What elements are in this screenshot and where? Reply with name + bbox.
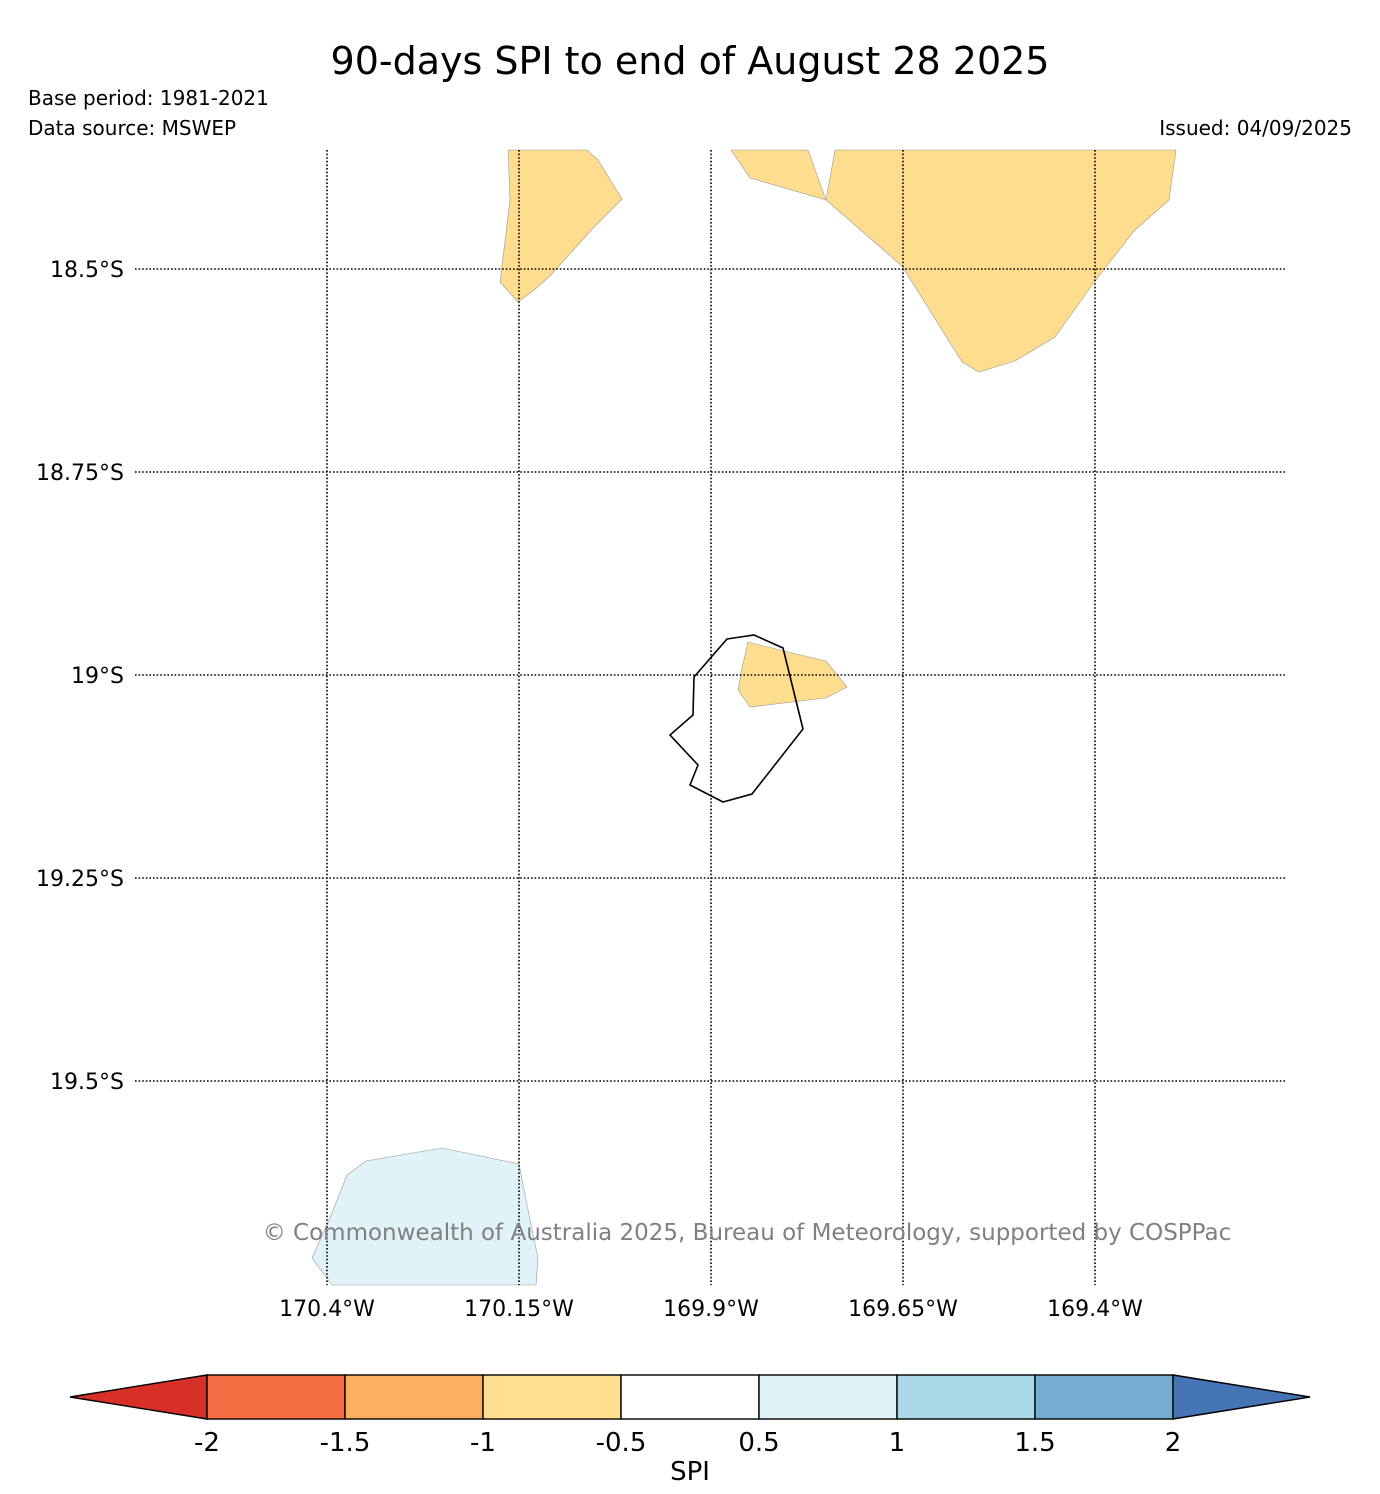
lon-label-169-65: 169.65°W: [848, 1297, 958, 1322]
island-coastline: [668, 634, 804, 803]
colorbar-bin-3: [482, 1374, 622, 1420]
lon-label-169-9: 169.9°W: [663, 1297, 759, 1322]
colorbar-tick-label: -1.5: [320, 1428, 371, 1458]
lat-label-19-25: 19.25°S: [36, 867, 124, 892]
spi-region-south-west: [311, 1147, 539, 1286]
colorbar-tick-label: -1: [470, 1428, 496, 1458]
latitude-gridlines: [135, 268, 1286, 1082]
lon-label-170-4: 170.4°W: [279, 1297, 375, 1322]
lon-label-170-15: 170.15°W: [464, 1297, 574, 1322]
spi-region-north-west: [499, 149, 623, 303]
colorbar-extend-low: [69, 1374, 208, 1420]
colorbar-tick-label: -0.5: [596, 1428, 647, 1458]
colorbar-tick-label: 0.5: [738, 1428, 779, 1458]
lat-label-18-75: 18.75°S: [36, 461, 124, 486]
colorbar-tick-label: -2: [194, 1428, 220, 1458]
colorbar-bin-7: [1034, 1374, 1174, 1420]
base-period-label: Base period: 1981-2021: [28, 86, 269, 110]
copyright-notice: © Commonwealth of Australia 2025, Bureau…: [263, 1220, 1232, 1246]
spi-region-north-east: [730, 149, 1177, 373]
colorbar-bin-5: [758, 1374, 898, 1420]
lat-label-18-5: 18.5°S: [50, 258, 124, 283]
colorbar-bin-1: [206, 1374, 346, 1420]
colorbar-tick-label: 1: [889, 1428, 906, 1458]
data-source-label: Data source: MSWEP: [28, 116, 237, 140]
issued-date-label: Issued: 04/09/2025: [1159, 116, 1352, 140]
colorbar-extend-high: [1172, 1374, 1311, 1420]
colorbar-tick-label: 2: [1165, 1428, 1182, 1458]
colorbar-bin-2: [344, 1374, 484, 1420]
lat-label-19: 19°S: [71, 664, 124, 689]
lat-label-19-5: 19.5°S: [50, 1070, 124, 1095]
lon-label-169-4: 169.4°W: [1047, 1297, 1143, 1322]
colorbar-title: SPI: [670, 1457, 710, 1487]
colorbar-bin-6: [896, 1374, 1036, 1420]
colorbar-tick-label: 1.5: [1014, 1428, 1055, 1458]
spi-colorbar: [69, 1374, 1311, 1420]
colorbar-bin-4: [620, 1374, 760, 1420]
spi-regions: [311, 149, 1177, 1286]
map-title: 90-days SPI to end of August 28 2025: [330, 39, 1050, 83]
